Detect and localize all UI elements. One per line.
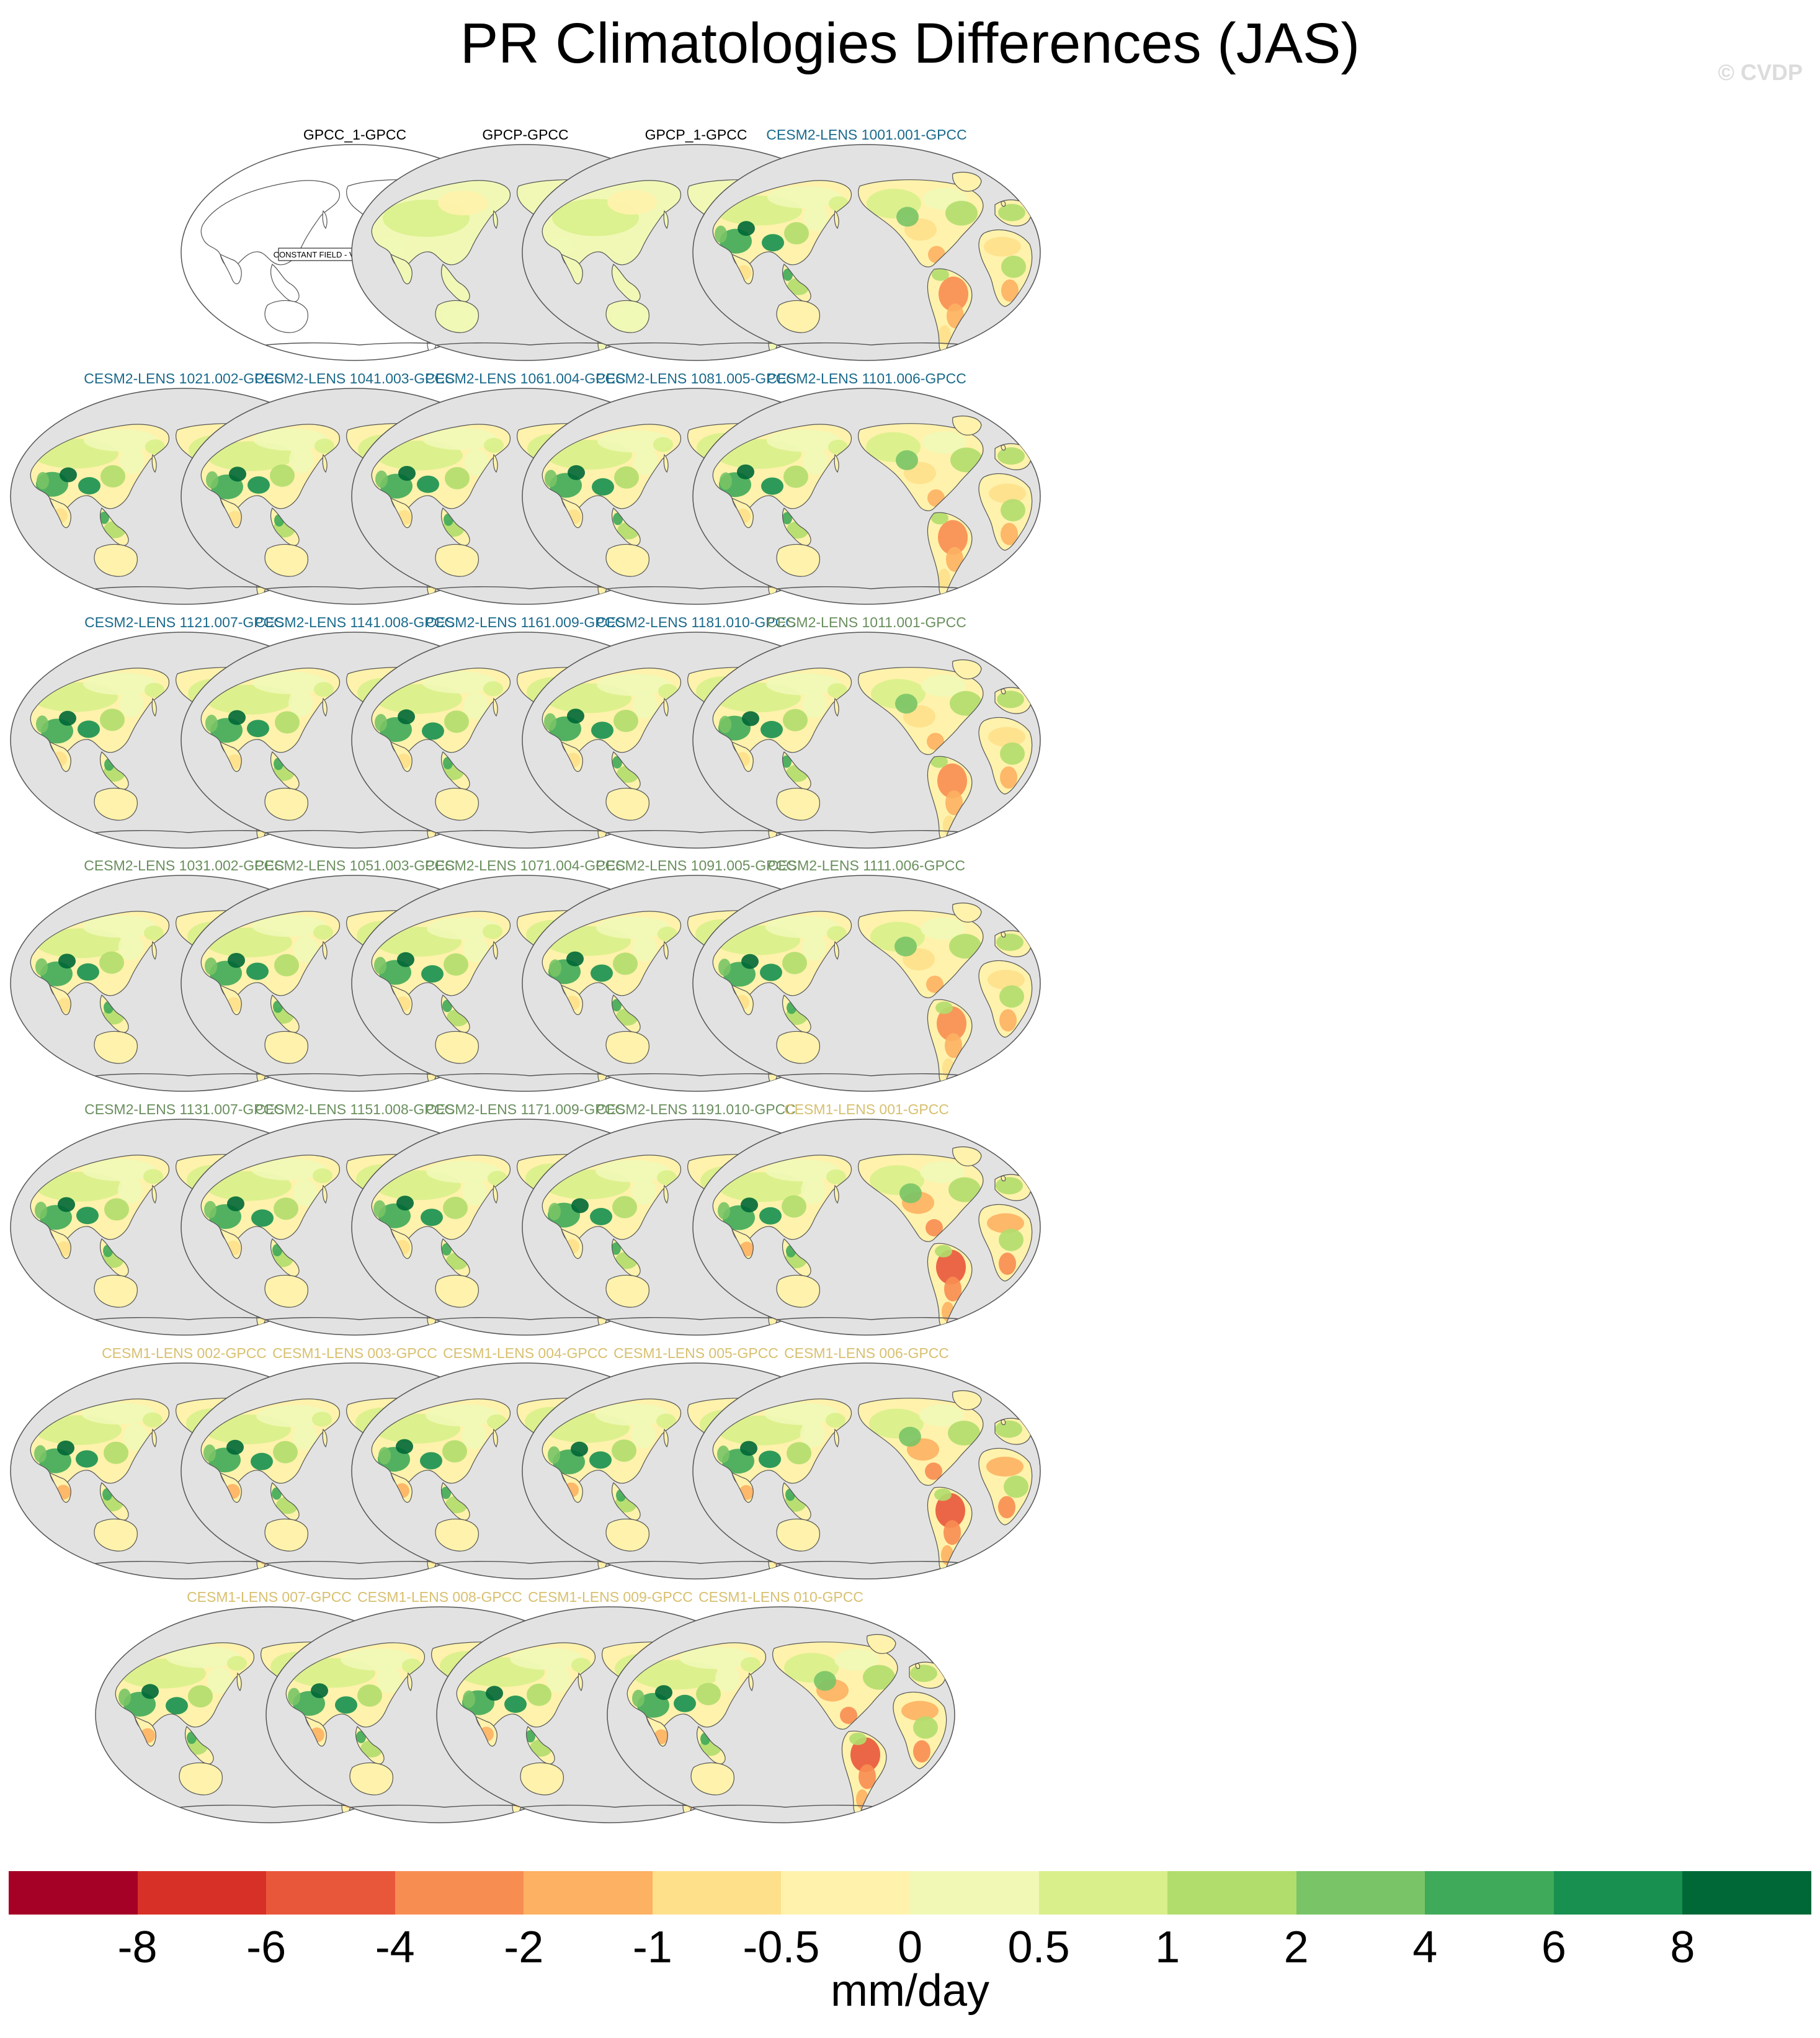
panel-title: CESM1-LENS 008-GPCC [357,1589,522,1605]
panel-title: CESM1-LENS 004-GPCC [443,1345,608,1361]
colorbar-tick-label: 0 [897,1923,923,1972]
colorbar-units: mm/day [830,1966,990,2016]
colorbar-box [1038,1871,1168,1915]
panel-title: CESM2-LENS 1181.010-GPCC [596,614,796,630]
figure-title: PR Climatologies Differences (JAS) [460,12,1360,75]
colorbar-tick-label: -4 [375,1923,415,1972]
panel-title: CESM2-LENS 1161.009-GPCC [426,614,625,630]
panel-title: CESM2-LENS 1021.002-GPCC [84,370,285,387]
panel-title: CESM2-LENS 1151.008-GPCC [255,1101,455,1117]
panel-title: CESM2-LENS 1011.001-GPCC [767,614,966,630]
world-map [607,1606,955,1823]
panel-title: CESM2-LENS 1141.008-GPCC [255,614,455,630]
panel-title: CESM1-LENS 009-GPCC [528,1589,693,1605]
panel-title: CESM1-LENS 010-GPCC [698,1589,863,1605]
panel-title: CESM1-LENS 002-GPCC [102,1345,267,1361]
panel-title: CESM2-LENS 1001.001-GPCC [766,127,967,143]
world-map [692,388,1041,605]
colorbar-box [781,1871,911,1915]
land-australia [265,300,308,333]
panel-title: CESM1-LENS 006-GPCC [784,1345,949,1361]
panel-title: CESM2-LENS 1171.009-GPCC [426,1101,625,1117]
colorbar-box [1553,1871,1683,1915]
panel-title: GPCP-GPCC [482,127,569,143]
colorbar-tick-label: -1 [632,1923,672,1972]
panel-title: GPCC_1-GPCC [303,127,407,143]
land-asia [201,180,340,268]
colorbar-tick-label: 0.5 [1007,1923,1070,1972]
panel-title: CESM2-LENS 1131.007-GPCC [84,1101,284,1117]
colorbar-box [1425,1871,1555,1915]
colorbar-box [1296,1871,1425,1915]
panel-title: CESM2-LENS 1101.006-GPCC [767,370,966,387]
map-panel: CESM2-LENS 1111.006-GPCC [691,857,1042,1093]
colorbar-tick-label: 2 [1283,1923,1309,1972]
panel-title: CESM2-LENS 1031.002-GPCC [84,857,285,874]
map-panel: CESM1-LENS 010-GPCC [605,1589,957,1825]
colorbar-tick-label: 4 [1412,1923,1438,1972]
map-panel: CESM2-LENS 1001.001-GPCC [691,127,1042,362]
panel-title: CESM2-LENS 1111.006-GPCC [767,857,966,874]
panel-title: CESM2-LENS 1091.005-GPCC [596,857,796,874]
colorbar-box [395,1871,524,1915]
panel-title: CESM1-LENS 003-GPCC [272,1345,437,1361]
panel-title: CESM1-LENS 005-GPCC [613,1345,778,1361]
colorbar-box [652,1871,782,1915]
colorbar-box [9,1871,138,1915]
colorbar-box [524,1871,653,1915]
map-panel: CESM2-LENS 1101.006-GPCC [691,370,1042,606]
land-seasia [270,264,300,302]
panel-title: CESM2-LENS 1041.003-GPCC [254,370,455,387]
colorbar [9,1871,1812,1915]
copyright-watermark: © CVDP [1718,60,1803,85]
map-panel: CESM1-LENS 006-GPCC [691,1345,1042,1581]
world-map [692,144,1041,361]
map-panel: CESM1-LENS 001-GPCC [691,1101,1042,1337]
world-map [692,875,1041,1092]
panel-title: CESM2-LENS 1081.005-GPCC [596,370,796,387]
panel-title: CESM1-LENS 001-GPCC [784,1101,949,1117]
colorbar-box [137,1871,267,1915]
panel-title: CESM2-LENS 1061.004-GPCC [425,370,626,387]
colorbar-tick-label: -6 [246,1923,287,1972]
land-seasia [441,264,470,302]
land-india [561,254,583,284]
map-panel: CESM2-LENS 1011.001-GPCC [691,614,1042,850]
colorbar-box [1682,1871,1812,1915]
colorbar-tick-label: 6 [1541,1923,1566,1972]
panel-title: CESM2-LENS 1071.004-GPCC [425,857,626,874]
colorbar-tick-label: 1 [1155,1923,1180,1972]
colorbar-tick-label: -2 [504,1923,544,1972]
colorbar-box [1167,1871,1297,1915]
panel-title: CESM2-LENS 1191.010-GPCC [596,1101,796,1117]
colorbar-box [910,1871,1040,1915]
panel-title: CESM2-LENS 1121.007-GPCC [84,614,284,630]
world-map [692,632,1041,849]
panel-title: CESM1-LENS 007-GPCC [187,1589,352,1605]
world-map [692,1119,1041,1336]
panel-title: GPCP_1-GPCC [645,127,747,143]
colorbar-tick-label: -8 [117,1923,158,1972]
land-india [220,254,242,284]
land-seasia [612,264,641,302]
colorbar-tick-label: 8 [1670,1923,1695,1972]
land-india [391,254,413,284]
panel-title: CESM2-LENS 1051.003-GPCC [254,857,455,874]
world-map [692,1362,1041,1580]
colorbar-tick-label: -0.5 [743,1923,820,1972]
colorbar-box [266,1871,396,1915]
